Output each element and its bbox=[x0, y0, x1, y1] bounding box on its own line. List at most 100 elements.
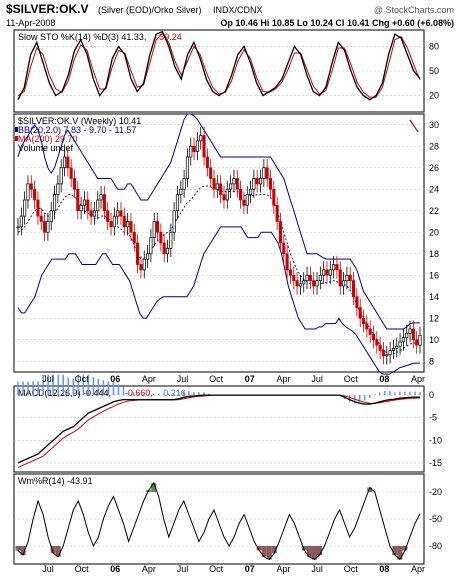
x-tick-label: 06 bbox=[110, 374, 120, 384]
candle-body bbox=[33, 188, 37, 201]
candle-body bbox=[149, 237, 153, 255]
candle-body bbox=[342, 280, 346, 287]
candle-body bbox=[169, 231, 173, 249]
wr-oversold-fill bbox=[256, 546, 262, 551]
panel-slow-sto: 20 50 80 Slow STO %K(14) %D(3) 41.33, 39.24 bbox=[13, 29, 439, 113]
candle-body bbox=[395, 345, 399, 349]
wr-oversold-fill bbox=[397, 546, 403, 560]
candle-body bbox=[415, 339, 419, 346]
legend-entry: Volume undef bbox=[18, 143, 74, 153]
x-tick-label: 07 bbox=[245, 374, 255, 384]
wr-oversold-fill bbox=[266, 546, 272, 560]
wr-oversold-fill bbox=[15, 546, 21, 551]
x-tick-label: 07 bbox=[245, 564, 255, 574]
candle-body bbox=[202, 135, 206, 158]
candle-body bbox=[252, 178, 256, 190]
williams-line bbox=[17, 481, 421, 561]
y-tick-label: -20 bbox=[429, 487, 442, 497]
candle-body bbox=[239, 188, 243, 201]
candle-body bbox=[43, 221, 47, 233]
bollinger-mid-line bbox=[17, 185, 420, 355]
candle-body bbox=[219, 183, 223, 195]
candle-body bbox=[352, 280, 356, 298]
candle-body bbox=[229, 183, 233, 190]
wr-oversold-fill bbox=[311, 546, 317, 560]
candle-body bbox=[185, 156, 189, 179]
y-tick-label: 20 bbox=[429, 91, 439, 101]
y-tick-label: 30 bbox=[429, 120, 439, 130]
candle-body bbox=[109, 221, 113, 228]
x-tick-label: Apr bbox=[411, 374, 425, 384]
y-tick-label: 50 bbox=[429, 66, 439, 76]
wr-overbought-fill bbox=[151, 483, 157, 492]
candle-body bbox=[106, 210, 110, 222]
y-tick-label: 80 bbox=[429, 41, 439, 51]
x-tick-label: Oct bbox=[75, 374, 90, 384]
symbol-title: $SILVER:OK.V bbox=[6, 2, 88, 16]
wr-oversold-fill bbox=[402, 546, 408, 551]
x-tick-label: Apr bbox=[276, 374, 290, 384]
x-tick-label: 08 bbox=[379, 564, 389, 574]
candle-body bbox=[69, 167, 73, 179]
y-tick-label: 24 bbox=[429, 184, 439, 194]
legend-entry: MACD(12,26,9) -0.444, bbox=[18, 388, 111, 398]
candle-body bbox=[49, 210, 53, 222]
candle-body bbox=[129, 221, 133, 233]
candle-body bbox=[155, 221, 160, 233]
wr-oversold-fill bbox=[20, 546, 26, 555]
y-tick-label: -15 bbox=[429, 458, 442, 468]
candle-body bbox=[126, 221, 130, 228]
legend-entry: BB(20,2.0) 7.83 - 9.70 - 11.57 bbox=[18, 125, 136, 135]
x-tick-label: Jul bbox=[177, 374, 189, 384]
candle-body bbox=[332, 264, 336, 271]
x-tick-label: Oct bbox=[209, 564, 224, 574]
candle-body bbox=[72, 178, 77, 190]
candle-body bbox=[308, 274, 312, 281]
y-tick-label: -50 bbox=[429, 514, 442, 524]
candle-body bbox=[418, 334, 422, 346]
x-tick-label: Jul bbox=[311, 374, 323, 384]
candle-body bbox=[59, 167, 63, 185]
x-tick-label: Oct bbox=[344, 564, 359, 574]
macd-line bbox=[17, 394, 420, 464]
x-tick-label: Oct bbox=[344, 374, 359, 384]
candle-body bbox=[368, 328, 372, 335]
x-tick-label: Apr bbox=[411, 564, 425, 574]
candle-body bbox=[282, 242, 286, 255]
candle-body bbox=[136, 242, 140, 265]
candle-body bbox=[215, 183, 219, 190]
candle-body bbox=[16, 226, 20, 229]
candle-body bbox=[66, 156, 70, 169]
candle-body bbox=[162, 242, 166, 255]
candle-body bbox=[405, 332, 409, 338]
wr-oversold-fill bbox=[261, 546, 267, 557]
candle-body bbox=[52, 194, 57, 212]
legend-entry: 39.24 bbox=[159, 32, 182, 42]
candle-body bbox=[295, 280, 299, 287]
candle-body bbox=[122, 215, 126, 228]
candle-body bbox=[79, 205, 83, 212]
candle-body bbox=[358, 307, 362, 319]
x-tick-label: Jul bbox=[42, 374, 54, 384]
y-tick-label: 14 bbox=[429, 292, 439, 302]
candle-body bbox=[179, 188, 183, 195]
candle-body bbox=[102, 194, 106, 212]
candle-body bbox=[265, 167, 269, 179]
candle-body bbox=[146, 253, 150, 260]
candle-body bbox=[139, 264, 143, 271]
x-tick-label: Apr bbox=[142, 564, 156, 574]
legend-entry: 0.216 bbox=[163, 388, 186, 398]
candle-body bbox=[312, 280, 316, 287]
candle-body bbox=[371, 334, 376, 341]
candle-body bbox=[388, 350, 392, 356]
y-tick-label: 18 bbox=[429, 249, 439, 259]
y-tick-label: 22 bbox=[429, 206, 439, 216]
candle-body bbox=[348, 274, 352, 281]
y-tick-label: 10 bbox=[429, 335, 439, 345]
candle-body bbox=[29, 183, 33, 190]
candle-body bbox=[345, 274, 349, 281]
candle-body bbox=[99, 194, 103, 201]
wr-oversold-fill bbox=[55, 546, 61, 557]
bollinger-upper-line bbox=[17, 113, 420, 330]
